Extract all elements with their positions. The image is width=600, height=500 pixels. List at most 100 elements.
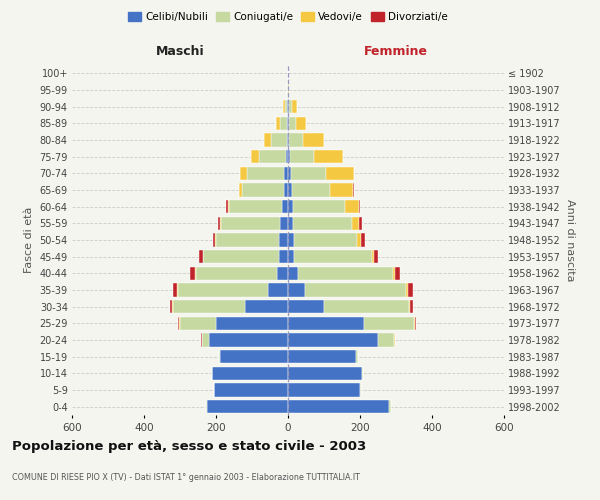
Bar [209,334,288,346]
Bar [286,150,288,164]
Bar [219,350,220,364]
Y-axis label: Fasce di età: Fasce di età [24,207,34,273]
Bar [414,316,415,330]
Bar [288,134,289,146]
Bar [206,400,207,413]
Bar [326,166,354,180]
Bar [288,334,378,346]
Bar [214,384,288,396]
Bar [218,216,220,230]
Bar [409,300,410,314]
Bar [276,116,280,130]
Bar [202,334,209,346]
Bar [207,400,288,413]
Bar [314,150,343,164]
Bar [178,284,268,296]
Bar [228,200,229,213]
Bar [352,216,359,230]
Bar [190,266,196,280]
Bar [395,266,400,280]
Bar [287,100,288,114]
Bar [221,216,280,230]
Bar [288,100,289,114]
Bar [239,184,242,196]
Bar [240,166,247,180]
Bar [289,116,296,130]
Bar [279,250,288,264]
Bar [277,266,288,280]
Bar [324,300,409,314]
Bar [295,234,358,246]
Bar [289,100,292,114]
Bar [394,266,395,280]
Bar [280,116,287,130]
Bar [288,116,289,130]
Bar [288,266,298,280]
Bar [378,334,394,346]
Bar [288,384,360,396]
Bar [279,234,288,246]
Bar [288,200,293,213]
Bar [361,234,365,246]
Bar [180,316,216,330]
Bar [410,300,413,314]
Bar [280,216,288,230]
Bar [271,134,287,146]
Bar [179,316,180,330]
Bar [247,166,284,180]
Text: Popolazione per età, sesso e stato civile - 2003: Popolazione per età, sesso e stato civil… [12,440,366,453]
Bar [268,284,288,296]
Bar [360,384,361,396]
Bar [229,200,281,213]
Bar [359,216,362,230]
Bar [201,334,202,346]
Bar [226,200,228,213]
Bar [288,150,290,164]
Bar [288,216,293,230]
Bar [216,316,288,330]
Bar [389,400,391,413]
Bar [203,250,279,264]
Bar [287,134,288,146]
Bar [281,200,288,213]
Bar [290,150,314,164]
Bar [288,184,292,196]
Bar [170,300,172,314]
Bar [213,234,215,246]
Bar [259,150,286,164]
Bar [298,266,394,280]
Bar [287,116,288,130]
Bar [285,100,287,114]
Bar [283,100,285,114]
Bar [263,134,271,146]
Bar [251,150,259,164]
Bar [359,200,360,213]
Bar [288,284,305,296]
Bar [374,250,379,264]
Bar [173,300,245,314]
Bar [372,250,374,264]
Bar [293,216,352,230]
Bar [288,234,295,246]
Bar [289,134,303,146]
Bar [288,166,291,180]
Bar [196,266,277,280]
Bar [356,350,358,364]
Bar [288,366,362,380]
Bar [358,234,361,246]
Bar [288,250,295,264]
Bar [245,300,288,314]
Bar [296,116,305,130]
Text: Femmine: Femmine [364,46,428,59]
Bar [216,234,279,246]
Bar [288,300,324,314]
Bar [345,200,359,213]
Bar [172,300,173,314]
Legend: Celibi/Nubili, Coniugati/e, Vedovi/e, Divorziati/e: Celibi/Nubili, Coniugati/e, Vedovi/e, Di… [124,8,452,26]
Y-axis label: Anni di nascita: Anni di nascita [565,198,575,281]
Bar [293,200,345,213]
Bar [295,250,372,264]
Bar [288,350,356,364]
Bar [288,400,389,413]
Bar [364,316,414,330]
